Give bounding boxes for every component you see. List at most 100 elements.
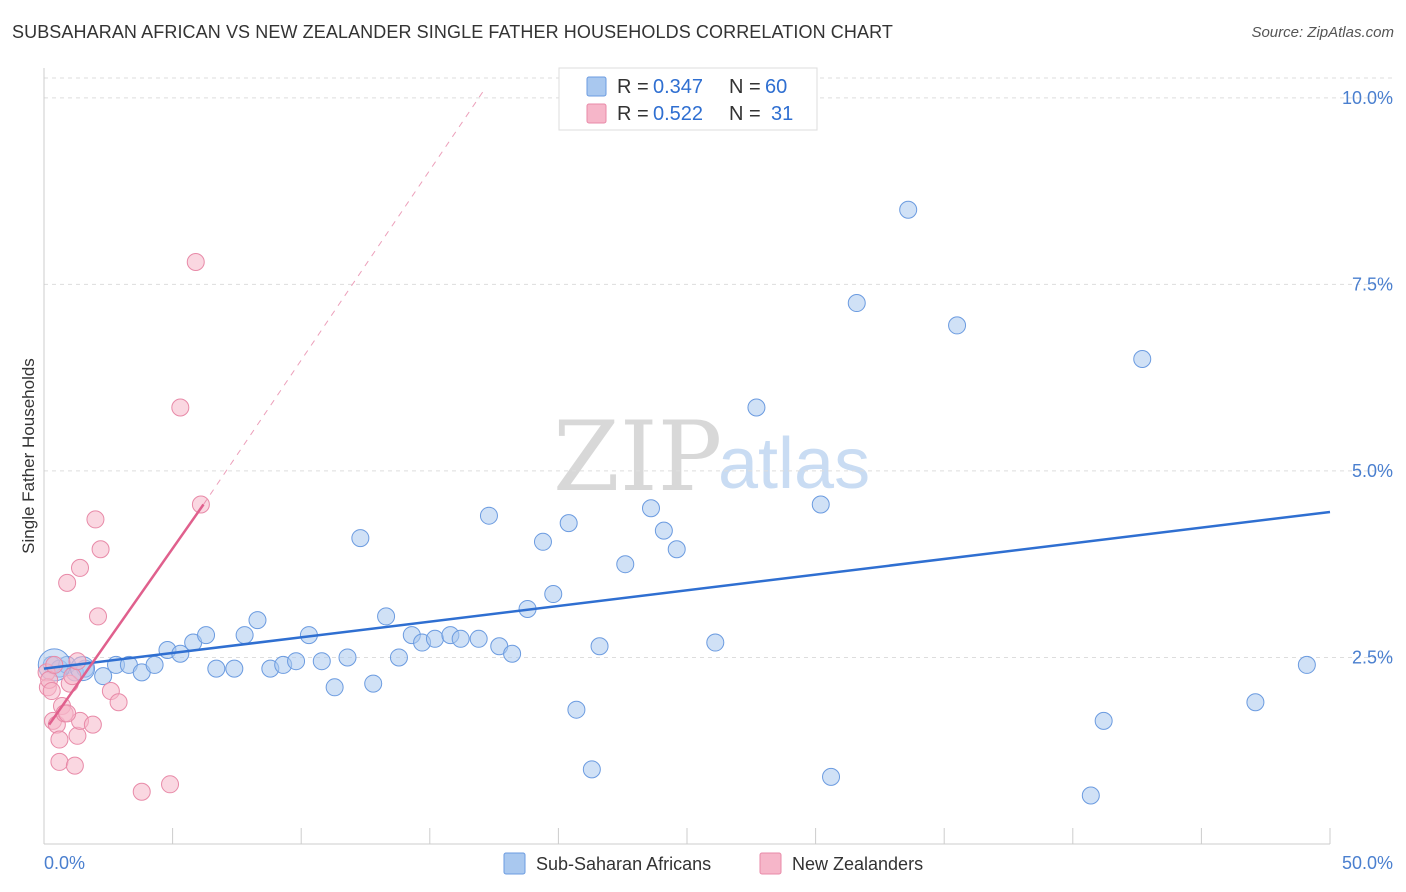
new-zealanders-point xyxy=(91,540,110,559)
sub-saharan-africans-point xyxy=(425,629,444,648)
new-zealanders-point xyxy=(68,726,87,745)
sub-saharan-africans-point xyxy=(287,652,306,671)
sub-saharan-africans-point xyxy=(389,648,408,667)
new-zealanders-point xyxy=(186,253,205,271)
sub-saharan-africans-point xyxy=(899,200,918,219)
x-tick-label-max: 50.0% xyxy=(1342,853,1393,873)
series-sub-saharan-africans xyxy=(37,200,1316,805)
sub-saharan-africans-point xyxy=(248,611,267,630)
y-axis-tick-labels: 2.5% 5.0% 7.5% 10.0% xyxy=(1342,88,1393,668)
sub-saharan-africans-point xyxy=(847,294,866,313)
sub-saharan-africans-point xyxy=(451,629,470,648)
sub-saharan-africans-point xyxy=(641,499,660,518)
sub-saharan-africans-point xyxy=(197,626,216,645)
series-legend-label-blue: Sub-Saharan Africans xyxy=(536,854,711,874)
sub-saharan-africans-point xyxy=(654,521,673,540)
chart-title: SUBSAHARAN AFRICAN VS NEW ZEALANDER SING… xyxy=(12,22,893,42)
watermark-atlas: atlas xyxy=(718,424,870,504)
y-tick-label: 10.0% xyxy=(1342,88,1393,108)
x-axis-ticks xyxy=(172,828,1331,844)
sub-saharan-africans-point xyxy=(533,532,552,551)
sub-saharan-africans-point xyxy=(559,514,578,533)
sub-saharan-africans-point xyxy=(616,555,635,574)
sub-saharan-africans-point xyxy=(207,659,226,678)
sub-saharan-africans-point xyxy=(469,629,488,648)
new-zealanders-point xyxy=(71,558,90,577)
y-tick-label: 5.0% xyxy=(1352,461,1393,481)
new-zealanders-point xyxy=(50,752,69,771)
sub-saharan-africans-point xyxy=(325,678,344,697)
sub-saharan-africans-point xyxy=(364,674,383,693)
series-legend-label-pink: New Zealanders xyxy=(792,854,923,874)
y-axis-label: Single Father Households xyxy=(19,358,38,554)
sub-saharan-africans-point xyxy=(1133,350,1152,368)
new-zealanders-point xyxy=(42,682,61,701)
new-zealanders-point xyxy=(58,704,77,723)
sub-saharan-africans-point xyxy=(1246,693,1265,712)
series-legend-swatch-blue xyxy=(503,852,526,875)
legend-r-label-pink: R = xyxy=(617,103,649,125)
sub-saharan-africans-point xyxy=(338,648,357,667)
trend-lines xyxy=(43,90,1331,726)
sub-saharan-africans-point xyxy=(667,540,686,559)
sub-saharan-africans-point xyxy=(94,667,113,686)
stats-legend: R = 0.347 N = 60 R = 0.522 N = 31 xyxy=(558,67,818,131)
new-zealanders-point xyxy=(45,655,64,674)
chart-source: Source: ZipAtlas.com xyxy=(1251,24,1394,41)
legend-r-label-blue: R = xyxy=(617,76,649,98)
sub-saharan-africans-point xyxy=(145,655,164,674)
legend-n-label-pink: N = xyxy=(729,103,761,125)
y-tick-label: 7.5% xyxy=(1352,274,1393,294)
sub-saharan-africans-point xyxy=(567,700,586,719)
new-zealanders-point xyxy=(171,398,190,417)
sub-saharan-africans-point xyxy=(351,529,370,548)
new-zealanders-point xyxy=(89,607,108,626)
watermark: ZIP atlas xyxy=(553,401,870,513)
series-new-zealanders xyxy=(37,253,210,801)
gridlines xyxy=(44,77,1393,658)
sub-saharan-africans-point xyxy=(948,316,967,335)
new-zealanders-point xyxy=(161,775,180,794)
series-legend: Sub-Saharan Africans New Zealanders xyxy=(503,852,923,875)
sub-saharan-africans-point xyxy=(747,398,766,417)
trend-line-new-zealanders xyxy=(48,503,205,726)
sub-saharan-africans-point xyxy=(1094,711,1113,730)
sub-saharan-africans-point xyxy=(582,760,601,779)
y-tick-label: 2.5% xyxy=(1352,647,1393,667)
new-zealanders-point xyxy=(191,495,210,514)
sub-saharan-africans-point xyxy=(225,659,244,678)
new-zealanders-point xyxy=(83,715,102,734)
legend-swatch-pink xyxy=(586,103,607,124)
sub-saharan-africans-point xyxy=(377,607,396,626)
sub-saharan-africans-point xyxy=(235,626,254,645)
sub-saharan-africans-point xyxy=(1081,786,1100,805)
sub-saharan-africans-point xyxy=(706,633,725,652)
x-tick-label-min: 0.0% xyxy=(44,853,85,873)
legend-n-value-blue: 60 xyxy=(765,76,787,98)
sub-saharan-africans-point xyxy=(503,644,522,663)
legend-n-label-blue: N = xyxy=(729,76,761,98)
sub-saharan-africans-point xyxy=(479,506,498,525)
legend-swatch-blue xyxy=(586,76,607,97)
sub-saharan-africans-point xyxy=(590,637,609,656)
new-zealanders-point xyxy=(65,756,84,775)
new-zealanders-point xyxy=(68,652,87,671)
legend-r-value-blue: 0.347 xyxy=(653,76,703,98)
sub-saharan-africans-point xyxy=(544,585,563,604)
new-zealanders-point xyxy=(50,730,69,749)
new-zealanders-point xyxy=(58,573,77,592)
sub-saharan-africans-point xyxy=(811,495,830,514)
series-legend-swatch-pink xyxy=(759,852,782,875)
legend-r-value-pink: 0.522 xyxy=(653,103,703,125)
new-zealanders-point xyxy=(109,693,128,712)
new-zealanders-point xyxy=(86,510,105,529)
trend-line-new-zealanders-extension xyxy=(203,90,485,505)
watermark-zip: ZIP xyxy=(553,401,722,513)
sub-saharan-africans-point xyxy=(822,767,841,786)
new-zealanders-point xyxy=(132,782,151,801)
sub-saharan-africans-point xyxy=(312,652,331,671)
sub-saharan-africans-point xyxy=(1297,655,1316,674)
trend-line-sub-saharan-africans xyxy=(43,510,1331,670)
legend-n-value-pink: 31 xyxy=(771,103,793,125)
